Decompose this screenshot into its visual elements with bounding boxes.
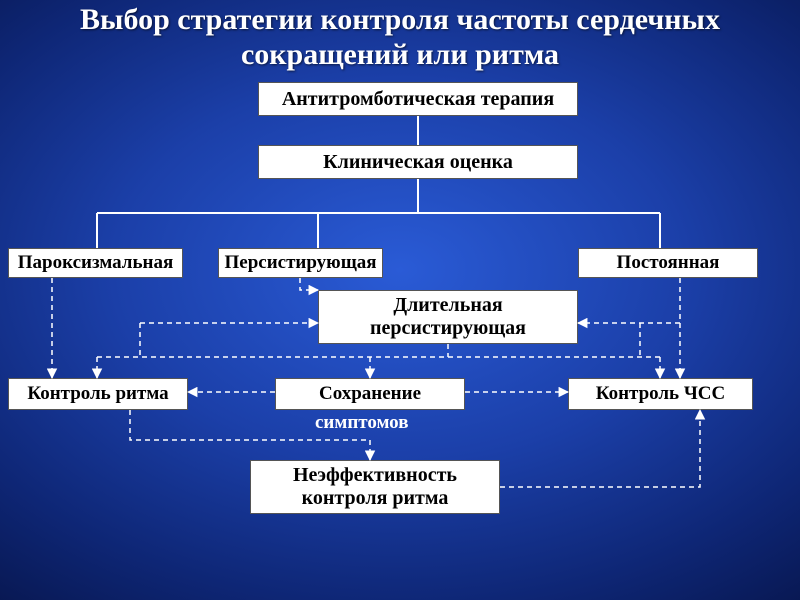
- node-label: Сохранение: [319, 383, 421, 405]
- label-symptoms: симптомов: [315, 412, 408, 434]
- node-label: Постоянная: [617, 252, 720, 274]
- node-label: Персистирующая: [224, 252, 376, 274]
- node-label: Антитромботическая терапия: [282, 88, 554, 111]
- slide-stage: Выбор стратегии контроля частоты сердечн…: [0, 0, 800, 600]
- node-label: Контроль ритма: [27, 383, 168, 405]
- node-label: Пароксизмальная: [18, 252, 173, 274]
- node-clinical: Клиническая оценка: [258, 145, 578, 179]
- node-label: Длительная персистирующая: [325, 294, 571, 340]
- node-persistent: Персистирующая: [218, 248, 383, 278]
- node-rate-control: Контроль ЧСС: [568, 378, 753, 410]
- node-label: Неэффективность контроля ритма: [257, 464, 493, 510]
- node-antithrombotic: Антитромботическая терапия: [258, 82, 578, 116]
- node-symptom-persist: Сохранение: [275, 378, 465, 410]
- node-label: Клиническая оценка: [323, 151, 513, 174]
- node-label: Контроль ЧСС: [596, 383, 726, 405]
- slide-title: Выбор стратегии контроля частоты сердечн…: [0, 2, 800, 73]
- node-paroxysmal: Пароксизмальная: [8, 248, 183, 278]
- node-inefficacy: Неэффективность контроля ритма: [250, 460, 500, 514]
- node-permanent: Постоянная: [578, 248, 758, 278]
- node-long-persistent: Длительная персистирующая: [318, 290, 578, 344]
- node-rhythm-control: Контроль ритма: [8, 378, 188, 410]
